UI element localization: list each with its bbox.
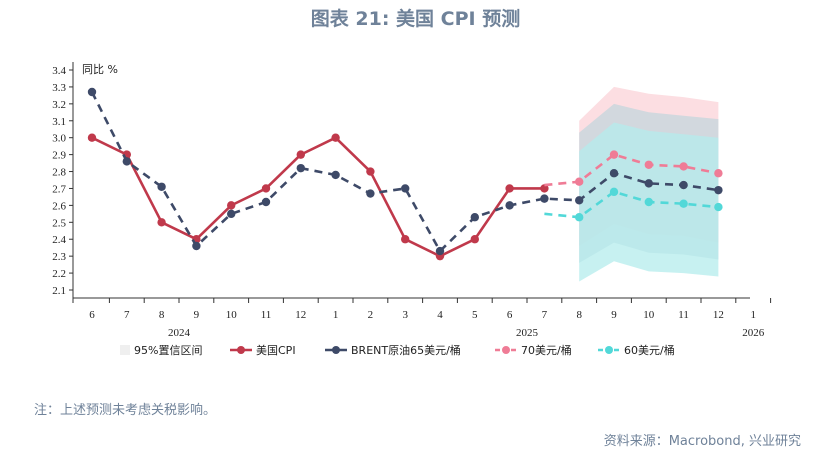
series-point-1: [505, 201, 514, 210]
series-point-1: [609, 169, 619, 178]
series-point-1: [470, 213, 479, 222]
series-point-1: [644, 179, 653, 188]
series-point-1: [227, 209, 236, 219]
y-tick-label: 2.9: [52, 150, 66, 162]
series-point-1: [122, 157, 131, 166]
series-point-1: [331, 170, 340, 180]
legend-label: BRENT原油65美元/桶: [351, 343, 461, 357]
x-tick-label: 9: [611, 309, 617, 321]
series-point-2: [609, 150, 619, 159]
x-tick-label: 1: [750, 309, 756, 321]
footnote: 注：上述预测未考虑关税影响。: [34, 403, 217, 418]
series-point-1: [87, 87, 97, 97]
x-tick-label: 11: [678, 309, 689, 321]
legend-swatch: [120, 345, 130, 355]
series-point-1: [435, 246, 445, 256]
x-tick-label: 1: [333, 309, 339, 321]
series-point-0: [227, 201, 236, 210]
y-tick-label: 2.4: [52, 234, 66, 246]
series-point-1: [261, 197, 271, 207]
legend-label: 60美元/桶: [624, 343, 675, 357]
series-point-2: [679, 162, 688, 171]
series-point-1: [575, 196, 584, 205]
series-point-1: [401, 184, 410, 193]
y-tick-label: 2.3: [52, 251, 66, 263]
legend-marker: [237, 346, 245, 354]
series-point-2: [714, 169, 723, 178]
series-point-1: [157, 182, 166, 191]
y-tick-label: 3.0: [52, 133, 66, 145]
x-tick-label: 7: [542, 309, 548, 321]
x-tick-label: 9: [194, 309, 200, 321]
series-point-0: [366, 167, 375, 176]
x-tick-label: 12: [295, 309, 306, 321]
series-point-1: [366, 189, 375, 198]
x-tick-label: 5: [472, 309, 478, 321]
series-point-0: [505, 184, 514, 193]
series-point-0: [87, 133, 97, 142]
y-tick-label: 3.3: [52, 82, 66, 94]
series-point-1: [714, 185, 723, 195]
x-year-label: 2026: [742, 327, 765, 339]
x-tick-label: 12: [713, 309, 724, 321]
series-point-0: [331, 133, 340, 142]
series-point-3: [679, 199, 688, 208]
legend-marker: [502, 346, 510, 354]
y-tick-label: 2.6: [52, 200, 66, 212]
legend-marker: [605, 346, 613, 354]
series-point-2: [575, 177, 584, 186]
series-point-0: [401, 235, 410, 244]
x-tick-label: 6: [507, 309, 513, 321]
legend-marker: [332, 346, 340, 354]
series-point-1: [679, 180, 688, 190]
series-point-3: [575, 213, 584, 222]
x-tick-label: 8: [576, 309, 582, 321]
series-line-0: [91, 136, 545, 258]
x-tick-label: 3: [402, 309, 408, 321]
x-year-label: 2025: [516, 327, 539, 339]
x-tick-label: 11: [261, 309, 272, 321]
source-note: 资料来源：Macrobond, 兴业研究: [603, 434, 801, 449]
series-point-0: [261, 184, 271, 193]
y-tick-label: 2.8: [52, 167, 66, 179]
series-point-3: [714, 202, 723, 212]
legend-label: 美国CPI: [256, 344, 296, 357]
series-point-3: [644, 197, 653, 207]
y-tick-label: 3.2: [52, 99, 66, 111]
x-year-label: 2024: [168, 327, 191, 339]
y-tick-label: 2.1: [52, 285, 66, 297]
series-point-1: [296, 163, 305, 173]
x-tick-label: 4: [437, 309, 443, 321]
series-point-1: [540, 194, 549, 203]
series-point-1: [192, 241, 201, 251]
x-tick-label: 7: [124, 309, 130, 321]
y-tick-label: 3.1: [52, 116, 66, 128]
series-line-2: [544, 153, 719, 187]
series-point-0: [296, 150, 305, 159]
x-tick-label: 8: [159, 309, 165, 321]
series-point-0: [470, 235, 479, 244]
x-tick-label: 10: [226, 309, 238, 321]
y-tick-label: 3.4: [52, 65, 66, 77]
y-unit-label: 同比 %: [82, 63, 118, 76]
series-point-3: [609, 187, 619, 197]
legend-label: 70美元/桶: [521, 343, 572, 357]
y-tick-label: 2.2: [52, 268, 66, 280]
x-tick-label: 2: [368, 309, 374, 321]
chart-title: 图表 21: 美国 CPI 预测: [310, 8, 521, 30]
y-tick-label: 2.7: [52, 183, 66, 195]
y-tick-label: 2.5: [52, 217, 66, 229]
series-point-0: [540, 184, 549, 193]
series-point-2: [644, 160, 653, 169]
series-line-3: [544, 190, 719, 219]
x-tick-label: 10: [643, 309, 655, 321]
series-point-0: [157, 218, 166, 227]
x-tick-label: 6: [89, 309, 95, 321]
legend-label: 95%置信区间: [134, 344, 202, 357]
